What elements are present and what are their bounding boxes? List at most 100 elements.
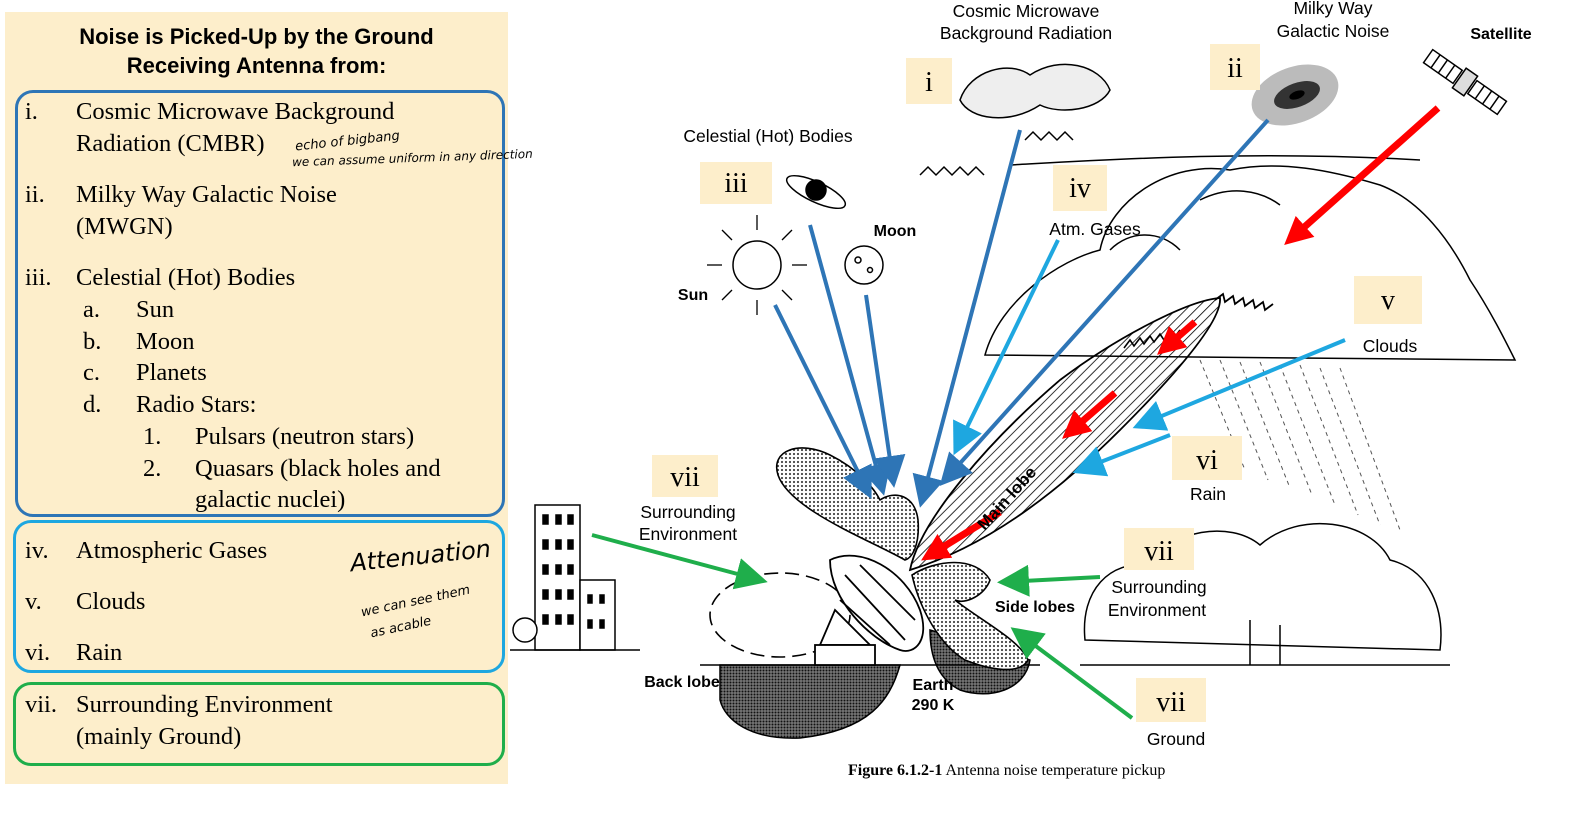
rain-illustration xyxy=(1199,359,1401,531)
item-number: 2. xyxy=(143,455,162,482)
item-number: ii. xyxy=(25,181,45,208)
arrow-planet xyxy=(808,224,892,496)
label-env-left-2: Environment xyxy=(639,524,737,544)
heading-line-1: Noise is Picked-Up by the Ground xyxy=(79,24,434,49)
dark-blue-arrows xyxy=(773,118,1270,508)
arrow-galaxy xyxy=(939,118,1270,486)
item-text: Radiation (CMBR) xyxy=(76,130,265,157)
list-item-i-line2: Radiation (CMBR) xyxy=(76,128,265,160)
arrow-lobe-2 xyxy=(1062,390,1118,439)
building-illustration xyxy=(510,504,640,651)
item-number: vii. xyxy=(25,691,57,718)
item-number: vi. xyxy=(25,639,51,666)
roman-iv: iv xyxy=(1069,173,1091,204)
item-text: galactic nuclei) xyxy=(195,486,346,513)
arrow-env-left xyxy=(591,533,768,590)
arrow-lobe-1 xyxy=(1157,319,1198,355)
item-text: Pulsars (neutron stars) xyxy=(195,423,415,450)
label-env-left-1: Surrounding xyxy=(640,502,735,522)
sub-sub-item-2-line2: galactic nuclei) xyxy=(195,484,345,516)
label-cmbr-2: Background Radiation xyxy=(940,23,1112,43)
item-number: iii. xyxy=(25,264,52,291)
item-text: Rain xyxy=(76,639,123,666)
list-item-vii-line2: (mainly Ground) xyxy=(76,721,241,753)
item-number: 1. xyxy=(143,423,162,450)
roman-vii-env-right: vii xyxy=(1144,536,1174,567)
antenna-dish-icon xyxy=(814,554,925,666)
item-text: Milky Way Galactic Noise xyxy=(76,181,337,208)
list-item-ii-line2: (MWGN) xyxy=(76,211,173,243)
item-text: (MWGN) xyxy=(76,213,173,240)
figure-text: Antenna noise temperature pickup xyxy=(945,762,1166,779)
cmbr-illustration xyxy=(919,63,1111,177)
item-text: Moon xyxy=(136,328,195,355)
item-text: Sun xyxy=(136,296,175,323)
arrow-clouds xyxy=(1132,338,1346,431)
label-atm-gases: Atm. Gases xyxy=(1049,219,1141,239)
item-number: v. xyxy=(25,588,42,615)
arrow-moon xyxy=(864,294,906,488)
blue-box xyxy=(15,90,505,517)
figure-caption: Figure 6.1.2-1 Antenna noise temperature… xyxy=(848,762,1165,780)
item-number: iv. xyxy=(25,537,49,564)
side-lobe-upper xyxy=(775,447,920,561)
roman-v: v xyxy=(1381,285,1395,316)
label-earth-temp: 290 K xyxy=(912,697,955,714)
item-text: Quasars (black holes and xyxy=(195,455,441,482)
item-number: c. xyxy=(83,359,100,386)
galaxy-icon xyxy=(1251,64,1339,126)
panel-heading: Noise is Picked-Up by the Ground Receivi… xyxy=(5,22,508,80)
back-lobe-shape xyxy=(709,572,851,658)
item-text: (mainly Ground) xyxy=(76,723,242,750)
roman-vii-env-left: vii xyxy=(670,462,700,493)
item-text: Clouds xyxy=(76,588,146,615)
sun-icon xyxy=(707,215,807,315)
light-blue-arrows xyxy=(953,239,1346,477)
arrow-satellite xyxy=(1284,105,1441,245)
item-number: d. xyxy=(83,391,102,418)
item-number: b. xyxy=(83,328,102,355)
arrow-lobe-3 xyxy=(921,509,1002,561)
arrow-env-right xyxy=(997,564,1101,597)
diagram-labels: Cosmic Microwave Background Radiation Mi… xyxy=(639,0,1532,749)
moon-icon xyxy=(844,245,884,285)
item-number: a. xyxy=(83,296,100,323)
noise-sources-panel: Noise is Picked-Up by the Ground Receivi… xyxy=(5,12,533,784)
roman-vi: vi xyxy=(1196,445,1218,476)
label-side-lobes: Side lobes xyxy=(995,599,1075,616)
roman-labels: i ii iii iv v vi vii vii vii xyxy=(652,44,1422,722)
green-arrows xyxy=(591,533,1134,720)
label-rain: Rain xyxy=(1190,484,1226,504)
label-env-right-2: Environment xyxy=(1108,600,1206,620)
label-env-right-1: Surrounding xyxy=(1111,577,1206,597)
item-text: Atmospheric Gases xyxy=(76,537,268,564)
satellite-icon xyxy=(1422,48,1508,116)
antenna-noise-diagram: i ii iii iv v vi vii vii vii Cosmic Micr… xyxy=(510,0,1532,749)
arrow-sun xyxy=(773,304,872,500)
label-sun: Sun xyxy=(678,287,708,304)
label-ground: Ground xyxy=(1147,729,1205,749)
arrow-cmbr xyxy=(912,129,1022,508)
roman-vii-ground: vii xyxy=(1156,687,1186,718)
heading-line-2: Receiving Antenna from: xyxy=(126,53,387,78)
arrow-rain xyxy=(1072,433,1171,477)
arrow-atm-gases xyxy=(953,239,1060,456)
label-cmbr-1: Cosmic Microwave xyxy=(953,1,1100,21)
label-clouds: Clouds xyxy=(1363,336,1418,356)
item-text: Planets xyxy=(136,359,207,386)
item-text: Radio Stars: xyxy=(136,391,257,418)
item-text: Cosmic Microwave Background xyxy=(76,98,395,125)
label-milky-2: Galactic Noise xyxy=(1277,21,1390,41)
label-back-lobe: Back lobe xyxy=(644,674,720,691)
roman-i: i xyxy=(925,67,933,98)
roman-ii: ii xyxy=(1227,53,1243,84)
arrow-ground xyxy=(1010,627,1134,720)
planet-icon xyxy=(785,174,847,210)
label-satellite: Satellite xyxy=(1470,26,1531,43)
signal-zigzag xyxy=(1214,292,1274,312)
item-text: Surrounding Environment xyxy=(76,691,333,718)
item-text: Celestial (Hot) Bodies xyxy=(76,264,296,291)
red-arrows xyxy=(921,105,1441,561)
label-milky-1: Milky Way xyxy=(1293,0,1372,18)
label-earth: Earth xyxy=(913,677,954,694)
